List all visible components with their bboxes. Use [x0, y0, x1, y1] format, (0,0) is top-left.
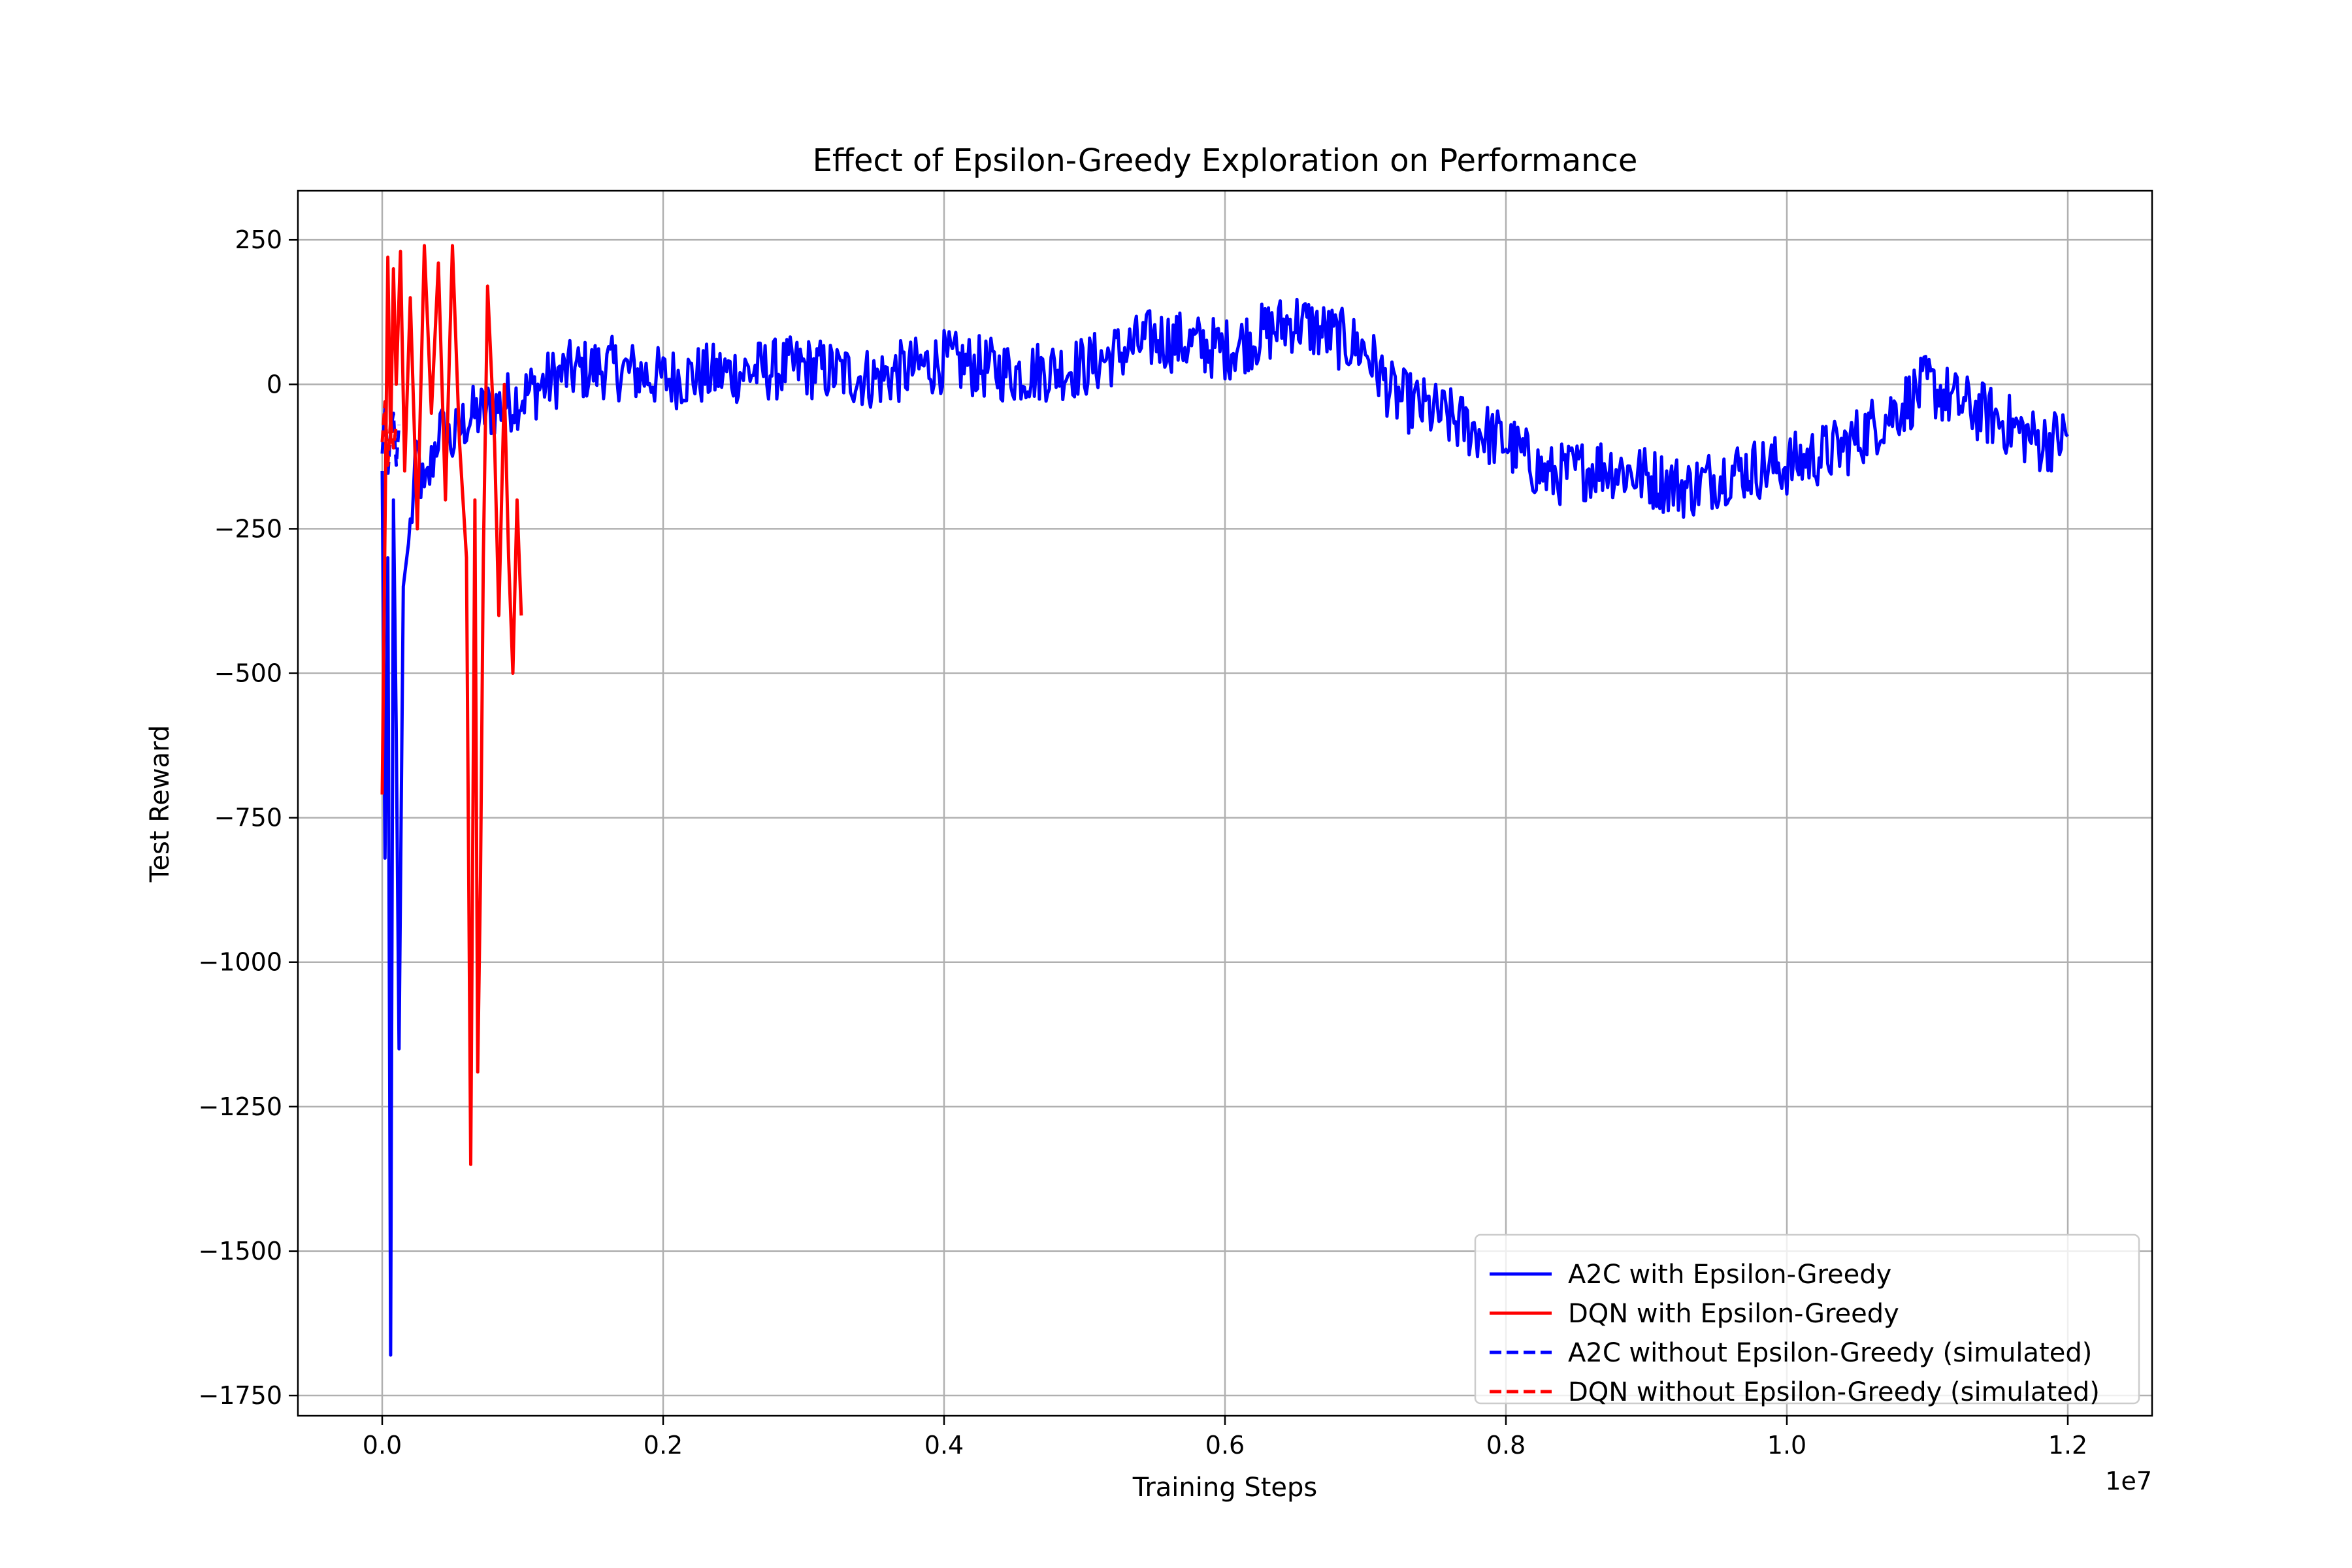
y-tick-label: −500: [214, 659, 282, 688]
series-line-0: [380, 297, 2069, 1357]
y-tick-label: −1750: [198, 1381, 282, 1410]
x-tick-label: 0.0: [363, 1431, 402, 1460]
y-axis-label: Test Reward: [145, 725, 175, 883]
x-tick-label: 0.8: [1486, 1431, 1526, 1460]
x-tick-label: 0.4: [924, 1431, 964, 1460]
y-tick-label: −250: [214, 514, 282, 543]
y-tick-label: −1500: [198, 1237, 282, 1266]
y-tick-label: 250: [235, 225, 282, 254]
y-axis-ticks: 250 0 −250 −500 −750 −1000 −1250 −1500 −1750: [198, 225, 298, 1410]
x-axis-offset-label: 1e7: [2105, 1467, 2152, 1495]
x-tick-label: 0.6: [1205, 1431, 1245, 1460]
x-axis-ticks: 0.0 0.2 0.4 0.6 0.8 1.0 1.2: [363, 1416, 2087, 1460]
y-tick-label: −750: [214, 804, 282, 832]
chart-title: Effect of Epsilon-Greedy Exploration on …: [813, 142, 1638, 179]
legend-box: [1474, 1233, 2140, 1405]
y-tick-label: −1000: [198, 948, 282, 977]
x-tick-label: 1.2: [2048, 1431, 2087, 1460]
legend-label: DQN without Epsilon-Greedy (simulated): [1568, 1377, 2100, 1407]
legend-label: DQN with Epsilon-Greedy: [1568, 1299, 1899, 1329]
grid: [298, 191, 2152, 1416]
y-tick-label: 0: [267, 370, 282, 399]
x-tick-label: 1.0: [1767, 1431, 1806, 1460]
x-tick-label: 0.2: [644, 1431, 683, 1460]
series-line-3: [380, 400, 398, 467]
series-layer: [380, 244, 2069, 1357]
x-axis-label: Training Steps: [1132, 1473, 1317, 1503]
legend-label: A2C without Epsilon-Greedy (simulated): [1568, 1338, 2092, 1368]
legend: A2C with Epsilon-Greedy DQN with Epsilon-…: [1474, 1233, 2140, 1407]
y-tick-label: −1250: [198, 1092, 282, 1121]
series-line-1: [380, 244, 523, 1166]
legend-label: A2C with Epsilon-Greedy: [1568, 1260, 1891, 1290]
